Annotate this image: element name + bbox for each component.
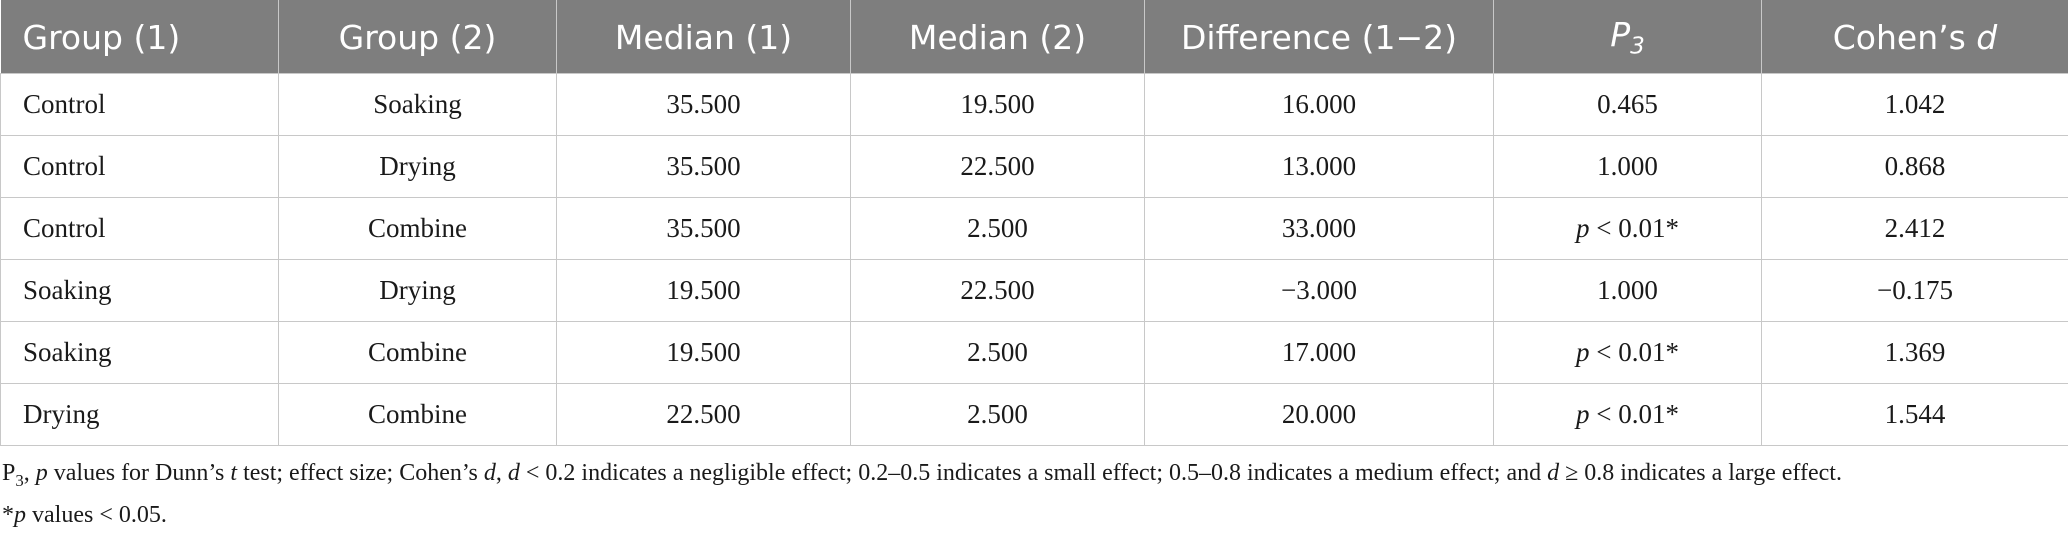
cell-p3-p-letter: p xyxy=(1576,213,1590,243)
footnote-p-italic: p xyxy=(35,460,48,486)
header-p3-subscript: 3 xyxy=(1630,33,1645,60)
footnote-d-italic-1: d xyxy=(483,460,496,486)
cell-cohens-d: −0.175 xyxy=(1761,259,2068,322)
header-group-1: Group (1) xyxy=(0,0,279,74)
footnote-text-4: < 0.2 indicates a negligible effect; 0.2… xyxy=(519,460,1548,486)
table-row: Drying Combine 22.500 2.500 20.000 p < 0… xyxy=(0,383,2068,446)
footnote-text-2: test; effect size; Cohen’s xyxy=(237,460,484,486)
cell-median-2: 2.500 xyxy=(850,383,1145,446)
cell-p3-value: < 0.01* xyxy=(1589,213,1679,243)
cell-difference: 20.000 xyxy=(1144,383,1494,446)
cell-median-1: 35.500 xyxy=(556,73,851,136)
header-group-2: Group (2) xyxy=(278,0,557,74)
footnote-significance: *p values < 0.05. xyxy=(0,498,2068,532)
cell-difference: −3.000 xyxy=(1144,259,1494,322)
cell-difference: 16.000 xyxy=(1144,73,1494,136)
cell-p3-p-letter: p xyxy=(1576,399,1590,429)
cell-group-1: Control xyxy=(0,135,279,198)
table-header-row: Group (1) Group (2) Median (1) Median (2… xyxy=(0,0,2068,74)
dunn-test-results-table: Group (1) Group (2) Median (1) Median (2… xyxy=(0,0,2068,446)
cell-p3: 1.000 xyxy=(1493,135,1762,198)
cell-group-2: Drying xyxy=(278,135,557,198)
table-row: Soaking Combine 19.500 2.500 17.000 p < … xyxy=(0,321,2068,384)
cell-p3-p-letter: p xyxy=(1576,337,1590,367)
header-median-1: Median (1) xyxy=(556,0,851,74)
header-cohens-prefix: Cohen’s xyxy=(1832,17,1977,57)
footnote-text-3: , xyxy=(495,460,508,486)
header-p3: P3 xyxy=(1493,0,1762,74)
cell-group-1: Soaking xyxy=(0,321,279,384)
cell-median-2: 22.500 xyxy=(850,259,1145,322)
cell-group-2: Drying xyxy=(278,259,557,322)
table-row: Control Soaking 35.500 19.500 16.000 0.4… xyxy=(0,73,2068,136)
footnote-text-5: ≥ 0.8 indicates a large effect. xyxy=(1559,460,1842,486)
cell-median-1: 35.500 xyxy=(556,197,851,260)
cell-cohens-d: 1.042 xyxy=(1761,73,2068,136)
cell-median-1: 19.500 xyxy=(556,321,851,384)
cell-cohens-d: 1.369 xyxy=(1761,321,2068,384)
header-median-2: Median (2) xyxy=(850,0,1145,74)
cell-group-1: Control xyxy=(0,73,279,136)
footnote-d-italic-3: d xyxy=(1547,460,1560,486)
cell-cohens-d: 0.868 xyxy=(1761,135,2068,198)
cell-difference: 17.000 xyxy=(1144,321,1494,384)
header-cohens-d-letter: d xyxy=(1976,17,1998,57)
cell-group-1: Drying xyxy=(0,383,279,446)
cell-median-2: 2.500 xyxy=(850,321,1145,384)
cell-median-1: 22.500 xyxy=(556,383,851,446)
footnote-p-label: P xyxy=(2,460,16,486)
footnote-comma: , xyxy=(23,460,36,486)
cell-p3-value: < 0.01* xyxy=(1589,337,1679,367)
header-difference: Difference (1−2) xyxy=(1144,0,1494,74)
cell-p3-value: < 0.01* xyxy=(1589,399,1679,429)
footnote-star: * xyxy=(2,501,14,528)
cell-cohens-d: 1.544 xyxy=(1761,383,2068,446)
cell-group-2: Combine xyxy=(278,197,557,260)
cell-p3: 0.465 xyxy=(1493,73,1762,136)
cell-difference: 13.000 xyxy=(1144,135,1494,198)
cell-p3: p < 0.01* xyxy=(1493,321,1762,384)
table-row: Control Drying 35.500 22.500 13.000 1.00… xyxy=(0,135,2068,198)
header-cohens-d: Cohen’s d xyxy=(1761,0,2068,74)
cell-median-2: 22.500 xyxy=(850,135,1145,198)
footnote-p-subscript: 3 xyxy=(15,470,24,490)
footnote-text-1: values for Dunn’s xyxy=(47,460,231,486)
header-p3-letter: P xyxy=(1610,14,1631,54)
table-row: Control Combine 35.500 2.500 33.000 p < … xyxy=(0,197,2068,260)
cell-median-2: 19.500 xyxy=(850,73,1145,136)
cell-group-1: Soaking xyxy=(0,259,279,322)
cell-p3: p < 0.01* xyxy=(1493,383,1762,446)
footnote-d-italic-2: d xyxy=(507,460,520,486)
cell-p3: p < 0.01* xyxy=(1493,197,1762,260)
cell-group-2: Combine xyxy=(278,321,557,384)
cell-group-2: Soaking xyxy=(278,73,557,136)
cell-median-2: 2.500 xyxy=(850,197,1145,260)
footnote-significance-p: p xyxy=(14,501,26,528)
cell-difference: 33.000 xyxy=(1144,197,1494,260)
footnote-definitions: P3, p values for Dunn’s t test; effect s… xyxy=(0,456,2068,498)
footnote-t-italic: t xyxy=(230,460,238,486)
cell-median-1: 35.500 xyxy=(556,135,851,198)
cell-group-2: Combine xyxy=(278,383,557,446)
footnote-significance-text: values < 0.05. xyxy=(26,501,167,528)
cell-group-1: Control xyxy=(0,197,279,260)
cell-cohens-d: 2.412 xyxy=(1761,197,2068,260)
table-row: Soaking Drying 19.500 22.500 −3.000 1.00… xyxy=(0,259,2068,322)
cell-median-1: 19.500 xyxy=(556,259,851,322)
cell-p3: 1.000 xyxy=(1493,259,1762,322)
